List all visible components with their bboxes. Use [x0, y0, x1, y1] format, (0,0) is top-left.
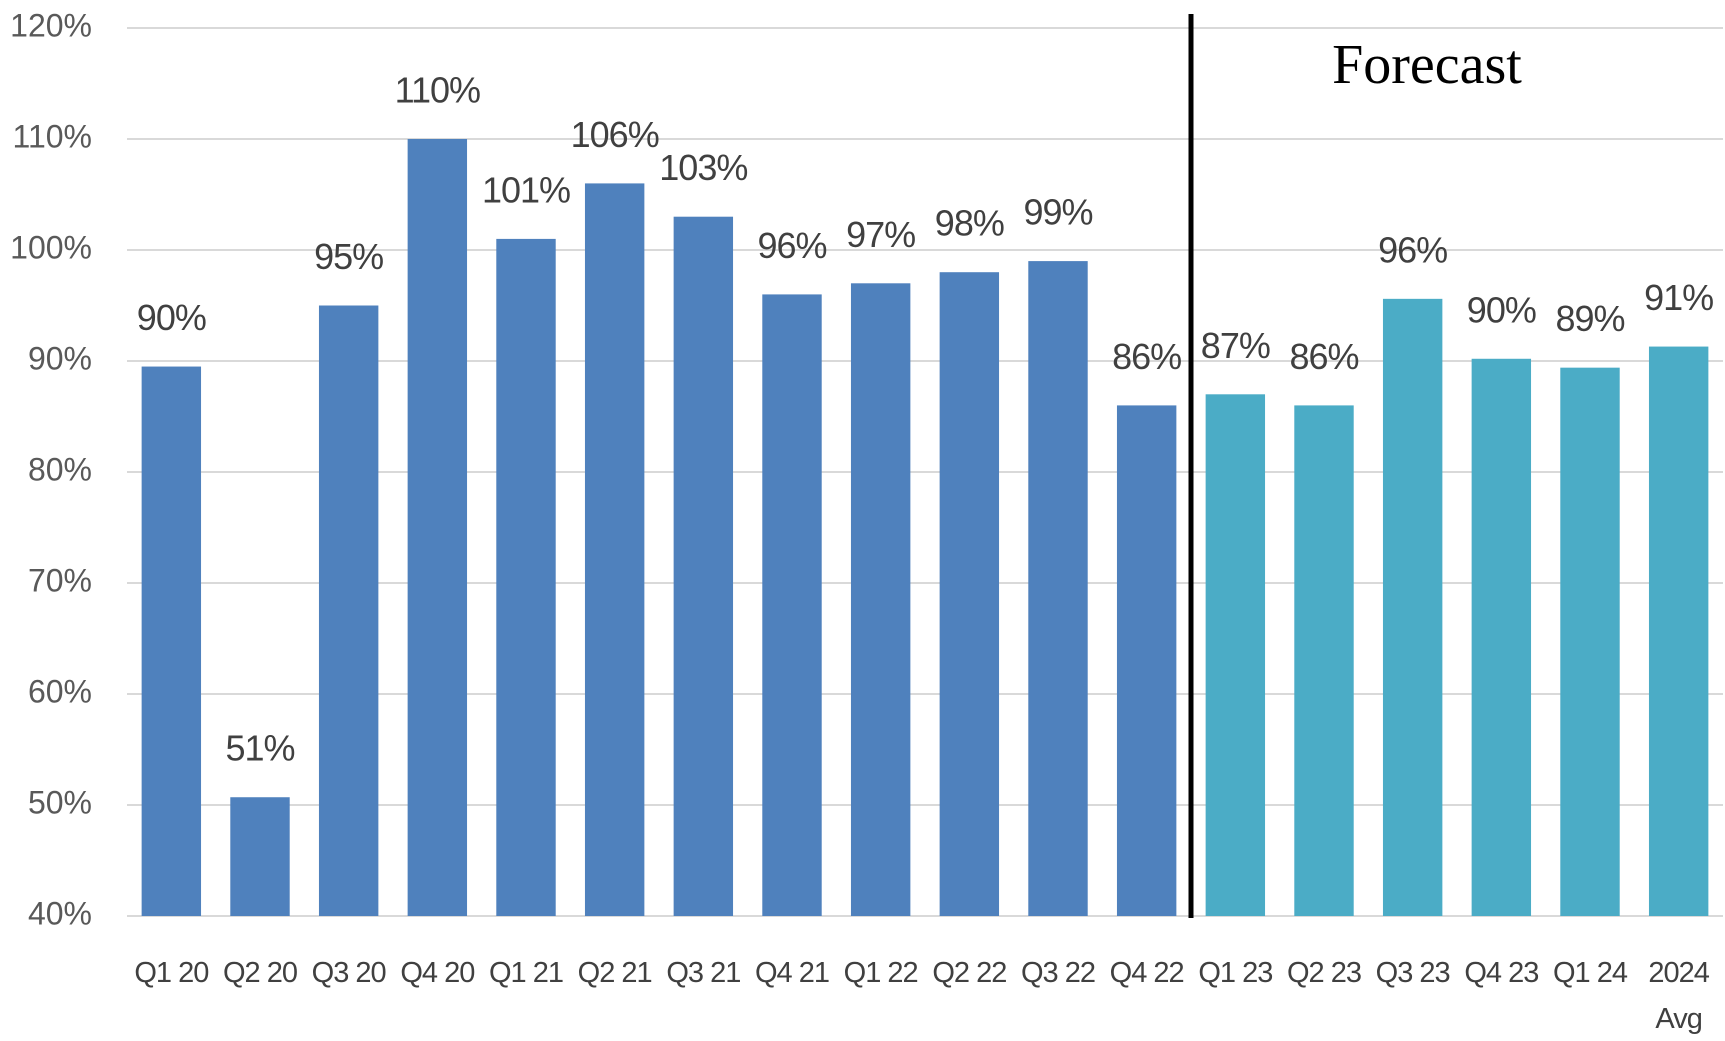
- bar: [939, 272, 1000, 916]
- x-tick-label: Q4 21: [754, 957, 830, 989]
- x-tick-label: Q1 24: [1552, 957, 1628, 989]
- data-label: 106%: [571, 114, 659, 155]
- bar: [1116, 405, 1177, 916]
- y-tick-label: 60%: [28, 673, 92, 709]
- x-tick-label: Q4 20: [400, 957, 475, 989]
- data-label: 99%: [1023, 192, 1092, 233]
- bar: [1560, 367, 1620, 916]
- data-label: 103%: [659, 147, 747, 188]
- x-tick-label: Q2 22: [932, 957, 1007, 989]
- x-tick-label: Q2 21: [577, 957, 653, 989]
- bar: [318, 305, 379, 916]
- x-tick-label: Q3 23: [1375, 957, 1451, 989]
- data-label: 95%: [314, 236, 383, 277]
- bar: [850, 283, 911, 916]
- data-label: 90%: [1467, 289, 1536, 330]
- bar: [1382, 298, 1443, 917]
- bar: [1205, 394, 1266, 916]
- bar: [1648, 346, 1709, 916]
- data-label: 87%: [1201, 325, 1270, 366]
- x-tick-label: Q3 22: [1020, 957, 1096, 989]
- bar: [407, 139, 468, 916]
- bar: [584, 183, 645, 916]
- x-tick-label: Q4 22: [1109, 957, 1185, 989]
- bar: [1294, 405, 1354, 916]
- bar: [762, 294, 822, 916]
- bar: [673, 216, 734, 916]
- data-label: 91%: [1644, 277, 1713, 318]
- x-tick-label: Q3 21: [666, 957, 741, 989]
- y-tick-label: 110%: [13, 118, 92, 154]
- bar: [1471, 358, 1532, 916]
- x-tick-label: Q3 20: [311, 957, 387, 989]
- x-tick-label: Q2 20: [222, 957, 298, 989]
- data-label: 96%: [757, 225, 826, 266]
- bar: [230, 797, 290, 916]
- bar: [141, 366, 202, 916]
- y-tick-label: 70%: [28, 562, 92, 598]
- y-tick-label: 90%: [28, 340, 92, 376]
- x-tick-label: Q1 23: [1198, 957, 1273, 989]
- x-tick-label: Q2 23: [1286, 957, 1362, 989]
- x-tick-label: 2024 Avg: [1648, 957, 1710, 1035]
- bar: [1028, 261, 1088, 917]
- data-label: 51%: [225, 728, 294, 769]
- data-label: 89%: [1555, 298, 1624, 339]
- data-label: 90%: [137, 297, 206, 338]
- data-label: 97%: [846, 214, 915, 255]
- y-tick-label: 80%: [28, 451, 92, 487]
- bar: [496, 238, 556, 916]
- data-label: 101%: [482, 169, 570, 210]
- annotation: Forecast: [1332, 34, 1522, 96]
- x-tick-label: Q1 22: [843, 957, 919, 989]
- x-tick-label: Q1 21: [488, 957, 564, 989]
- data-label: 98%: [935, 203, 1004, 244]
- x-tick-label: Q4 23: [1464, 957, 1539, 989]
- data-label: 96%: [1378, 229, 1447, 270]
- y-tick-label: 40%: [28, 895, 92, 931]
- y-tick-label: 50%: [28, 784, 92, 820]
- x-tick-label: Q1 20: [134, 957, 209, 989]
- data-label: 86%: [1289, 336, 1358, 377]
- data-label: 110%: [395, 70, 480, 111]
- y-tick-label: 100%: [10, 229, 92, 265]
- data-label: 86%: [1112, 336, 1181, 377]
- y-tick-label: 120%: [10, 7, 92, 43]
